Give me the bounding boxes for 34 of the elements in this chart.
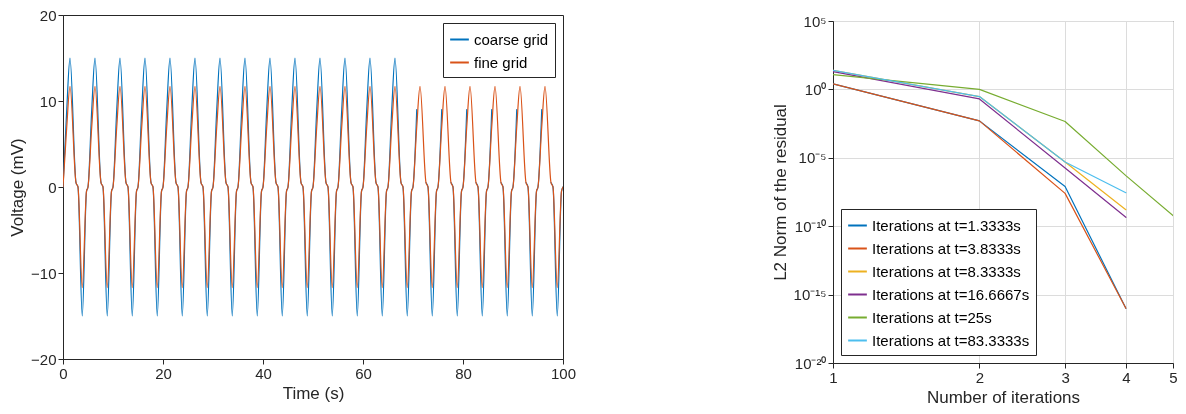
x-tick-label: 5 <box>1169 368 1178 386</box>
y-tick-label: −10 <box>31 264 57 282</box>
y-tick-label: 20 <box>39 6 57 24</box>
y-tick-label: 10⁰ <box>804 80 827 98</box>
x-tick-label: 80 <box>455 364 472 382</box>
legend-label: coarse grid <box>474 30 549 48</box>
x-tick-label: 40 <box>255 364 272 382</box>
x-tick-label: 0 <box>59 364 68 382</box>
x-tick-label: 60 <box>355 364 372 382</box>
x-tick-label: 1 <box>829 368 838 386</box>
x-tick-label: 3 <box>1061 368 1070 386</box>
y-axis-title: L2 Norm of the residual <box>770 104 790 281</box>
legend-label: Iterations at t=3.8333s <box>872 239 1021 257</box>
y-tick-label: 0 <box>48 178 57 196</box>
y-tick-label: 10⁻²⁰ <box>794 354 827 372</box>
y-axis-title: Voltage (mV) <box>8 138 28 237</box>
legend-label: Iterations at t=25s <box>872 308 992 326</box>
x-tick-label: 4 <box>1122 368 1131 386</box>
legend-label: fine grid <box>474 53 528 71</box>
legend-label: Iterations at t=16.6667s <box>872 285 1030 303</box>
x-tick-label: 2 <box>975 368 985 386</box>
x-tick-label: 20 <box>155 364 172 382</box>
y-tick-label: −20 <box>31 350 57 368</box>
y-tick-label: 10 <box>39 92 57 110</box>
y-tick-label: 10⁻¹⁰ <box>794 217 827 235</box>
y-tick-label: 10⁵ <box>803 12 827 30</box>
x-axis-title: Time (s) <box>282 383 345 403</box>
legend-label: Iterations at t=1.3333s <box>872 216 1021 234</box>
x-tick-label: 100 <box>550 364 577 382</box>
y-tick-label: 10⁻¹⁵ <box>793 286 827 304</box>
x-axis-title: Number of iterations <box>926 387 1081 407</box>
y-tick-label: 10⁻⁵ <box>798 149 827 167</box>
legend-label: Iterations at t=83.3333s <box>872 331 1030 349</box>
legend-label: Iterations at t=8.3333s <box>872 262 1021 280</box>
